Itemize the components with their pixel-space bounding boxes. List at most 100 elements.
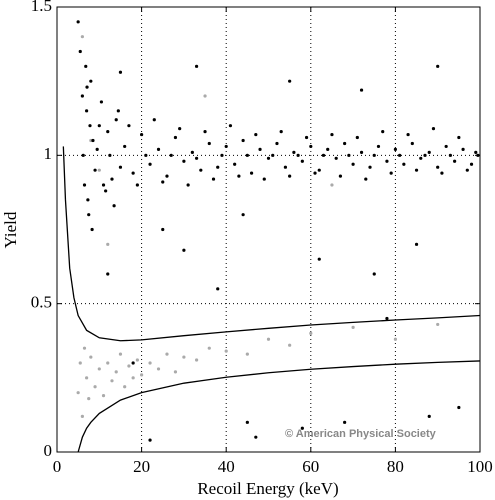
data-point bbox=[114, 118, 118, 122]
data-point bbox=[93, 385, 97, 389]
y-tick-label: 0 bbox=[44, 441, 53, 460]
data-point bbox=[161, 227, 165, 232]
data-point bbox=[112, 204, 116, 208]
data-point bbox=[182, 159, 186, 163]
y-tick-label: 1.5 bbox=[31, 0, 52, 15]
data-point bbox=[148, 162, 152, 166]
data-point bbox=[372, 272, 376, 276]
data-point bbox=[402, 162, 406, 166]
data-point bbox=[178, 127, 182, 131]
data-point bbox=[461, 147, 465, 151]
data-point bbox=[283, 165, 288, 169]
data-point bbox=[97, 168, 101, 172]
data-point bbox=[135, 358, 139, 362]
data-point bbox=[241, 213, 245, 217]
data-point bbox=[309, 144, 313, 149]
data-point bbox=[118, 70, 123, 74]
data-point bbox=[414, 168, 419, 172]
data-point bbox=[364, 177, 368, 181]
data-point bbox=[106, 130, 110, 134]
data-point bbox=[398, 153, 402, 157]
data-point bbox=[156, 367, 161, 371]
data-point bbox=[436, 322, 440, 327]
data-point bbox=[165, 174, 169, 178]
data-point bbox=[207, 346, 211, 350]
data-point bbox=[448, 153, 452, 157]
data-point bbox=[224, 349, 228, 353]
data-point bbox=[76, 20, 80, 24]
data-point bbox=[296, 153, 300, 157]
data-point bbox=[330, 132, 334, 137]
data-point bbox=[393, 147, 397, 151]
data-point bbox=[194, 358, 199, 362]
data-point bbox=[101, 394, 106, 398]
data-point bbox=[127, 124, 131, 128]
data-point bbox=[88, 124, 92, 128]
data-point bbox=[233, 162, 237, 166]
data-point bbox=[110, 177, 114, 181]
data-point bbox=[108, 153, 112, 157]
x-tick-label: 0 bbox=[53, 457, 62, 476]
data-point bbox=[81, 153, 85, 157]
data-point bbox=[469, 162, 474, 166]
data-point bbox=[266, 337, 271, 341]
x-tick-label: 40 bbox=[218, 457, 235, 476]
curve bbox=[62, 146, 481, 342]
data-point bbox=[444, 144, 448, 149]
data-point bbox=[144, 153, 148, 157]
data-point bbox=[427, 150, 431, 154]
data-point bbox=[228, 124, 233, 128]
data-point bbox=[99, 100, 104, 104]
data-point bbox=[186, 183, 190, 187]
data-point bbox=[169, 153, 173, 157]
x-tick-label: 80 bbox=[387, 457, 404, 476]
data-point bbox=[84, 64, 88, 68]
data-point bbox=[104, 189, 108, 193]
data-point bbox=[203, 94, 207, 98]
data-point bbox=[216, 287, 220, 291]
data-point bbox=[131, 171, 135, 175]
data-point bbox=[220, 153, 224, 157]
x-tick-label: 60 bbox=[302, 457, 319, 476]
data-point bbox=[237, 174, 241, 178]
data-point bbox=[82, 183, 87, 187]
data-point bbox=[127, 364, 131, 368]
data-point bbox=[245, 153, 249, 157]
data-point bbox=[85, 85, 89, 89]
data-point bbox=[258, 147, 262, 151]
data-point bbox=[114, 370, 118, 374]
x-tick-label: 100 bbox=[467, 457, 493, 476]
data-point bbox=[216, 165, 220, 169]
data-point bbox=[131, 361, 135, 365]
data-point bbox=[148, 438, 152, 442]
data-point bbox=[372, 153, 376, 157]
data-point bbox=[389, 171, 393, 175]
data-point bbox=[80, 35, 84, 39]
data-point bbox=[474, 150, 478, 154]
data-point bbox=[85, 109, 89, 113]
data-point bbox=[393, 337, 397, 341]
y-tick-label: 0.5 bbox=[31, 293, 52, 312]
data-point bbox=[359, 150, 364, 154]
data-point bbox=[182, 355, 186, 359]
data-point bbox=[321, 153, 326, 157]
data-point bbox=[87, 397, 91, 401]
data-point bbox=[262, 177, 266, 181]
data-point bbox=[317, 168, 321, 172]
data-point bbox=[414, 242, 419, 246]
data-point bbox=[288, 79, 292, 83]
data-point bbox=[89, 355, 93, 359]
data-point bbox=[203, 130, 207, 134]
data-point bbox=[106, 361, 110, 365]
data-point bbox=[199, 168, 203, 172]
data-point bbox=[118, 352, 123, 356]
data-point bbox=[85, 376, 89, 380]
data-point bbox=[453, 159, 457, 163]
data-point bbox=[95, 147, 99, 151]
data-point bbox=[410, 141, 414, 146]
data-point bbox=[288, 174, 292, 178]
data-point bbox=[207, 141, 211, 146]
data-point bbox=[351, 162, 355, 166]
data-point bbox=[194, 156, 199, 160]
data-point bbox=[97, 124, 101, 128]
